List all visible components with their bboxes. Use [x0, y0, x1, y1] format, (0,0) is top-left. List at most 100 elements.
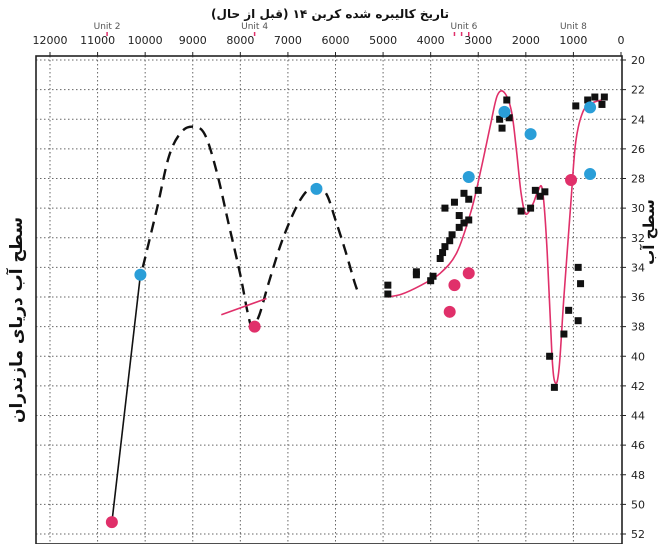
blue-dot-point — [310, 182, 323, 195]
blue-dot-point — [584, 168, 597, 181]
square-point — [565, 306, 573, 314]
y-tick-label: 40 — [631, 350, 645, 363]
y-tick-label: 48 — [631, 469, 645, 482]
y-tick-label: 26 — [631, 143, 645, 156]
square-point — [441, 243, 449, 251]
y-tick-label: 24 — [631, 113, 645, 126]
square-point — [384, 281, 392, 289]
unit-label: Unit 8 — [560, 22, 587, 32]
square-point — [474, 186, 482, 194]
x-axis-ticks: 12000 11000 10000 9000 8000 7000 6000 5000 4000 3… — [33, 34, 625, 56]
y-axis-label-right: سطح آب — [640, 199, 658, 265]
unit-label: Unit 2 — [94, 22, 121, 32]
square-point — [546, 352, 554, 360]
dashed-curve-line — [141, 125, 361, 328]
x-tick-label: 2000 — [512, 34, 540, 47]
x-tick-label: 4000 — [417, 34, 445, 47]
square-point — [503, 96, 511, 104]
x-tick-label: 9000 — [179, 34, 207, 47]
square-point — [541, 188, 549, 196]
square-point — [550, 383, 558, 391]
solid-line — [111, 274, 142, 523]
unit-label: Unit 6 — [451, 22, 478, 32]
y-tick-label: 42 — [631, 380, 645, 393]
y-tick-label: 50 — [631, 498, 645, 511]
blue-dot-point — [498, 105, 511, 118]
square-point — [572, 102, 580, 110]
square-point — [574, 317, 582, 325]
x-tick-label: 6000 — [322, 34, 350, 47]
y-tick-label: 28 — [631, 173, 645, 186]
pink-dot-point — [443, 305, 456, 318]
chart-grid — [36, 56, 622, 544]
plot-frame — [35, 55, 623, 544]
x-tick-label: 8000 — [226, 34, 254, 47]
square-point — [441, 204, 449, 212]
unit-label: Unit 4 — [241, 22, 268, 32]
square-point — [498, 124, 506, 132]
y-tick-label: 32 — [631, 232, 645, 245]
square-point — [531, 186, 539, 194]
blue-dot-point — [134, 268, 147, 281]
square-point — [598, 100, 606, 108]
y-tick-label: 20 — [631, 54, 645, 67]
pink-dot-point — [448, 279, 461, 292]
square-point — [460, 189, 468, 197]
square-point — [436, 254, 444, 262]
y-tick-label: 36 — [631, 291, 645, 304]
y-tick-label: 34 — [631, 261, 645, 274]
square-point — [429, 272, 437, 280]
y-tick-label: 38 — [631, 321, 645, 334]
blue-dot-point — [462, 171, 475, 184]
square-point — [450, 198, 458, 206]
y-axis-ticks: 20 22 24 26 28 30 32 34 36 38 40 42 44 46 48 50 52 — [622, 54, 645, 541]
series-lines — [111, 90, 603, 523]
y-tick-label: 22 — [631, 84, 645, 97]
square-point — [455, 223, 463, 231]
blue-dot-point — [524, 128, 537, 141]
chart-title: تاریخ کالیبره شده کربن ۱۴ (قبل از حال) — [211, 7, 449, 21]
square-point — [460, 219, 468, 227]
square-point — [448, 231, 456, 239]
square-point — [496, 115, 504, 123]
square-point — [427, 277, 435, 285]
unit-labels: Unit 2 Unit 4 Unit 6 Unit 8 — [94, 22, 587, 36]
pink-dot-point — [105, 516, 118, 529]
x-tick-label: 12000 — [33, 34, 68, 47]
x-tick-label: 7000 — [274, 34, 302, 47]
square-point — [577, 280, 585, 288]
y-tick-label: 52 — [631, 528, 645, 541]
square-point — [465, 195, 473, 203]
square-point — [505, 114, 513, 122]
y-tick-label: 44 — [631, 410, 645, 423]
short-pink-line — [221, 297, 267, 316]
pink-curve-line — [387, 90, 603, 385]
square-point — [517, 207, 525, 215]
square-point — [384, 290, 392, 298]
pink-dot-point — [565, 173, 578, 186]
x-tick-label: 10000 — [128, 34, 163, 47]
square-point — [584, 96, 592, 104]
square-point — [560, 330, 568, 338]
square-point — [455, 212, 463, 220]
pink-dot-point — [462, 267, 475, 280]
x-tick-label: 5000 — [369, 34, 397, 47]
square-point — [465, 216, 473, 224]
pink-dot-point — [248, 320, 261, 333]
square-point — [591, 93, 599, 101]
square-point — [536, 192, 544, 200]
square-point — [439, 249, 447, 257]
x-tick-label: 11000 — [80, 34, 115, 47]
x-tick-label: 1000 — [559, 34, 587, 47]
y-tick-label: 46 — [631, 439, 645, 452]
data-points — [105, 93, 608, 529]
x-tick-label: 3000 — [464, 34, 492, 47]
square-point — [600, 93, 608, 101]
square-point — [527, 204, 535, 212]
square-point — [412, 271, 420, 279]
y-axis-label-left: سطح آب دریای مازندران — [5, 217, 27, 423]
square-point — [574, 263, 582, 271]
y-tick-label: 30 — [631, 202, 645, 215]
square-point — [446, 237, 454, 245]
